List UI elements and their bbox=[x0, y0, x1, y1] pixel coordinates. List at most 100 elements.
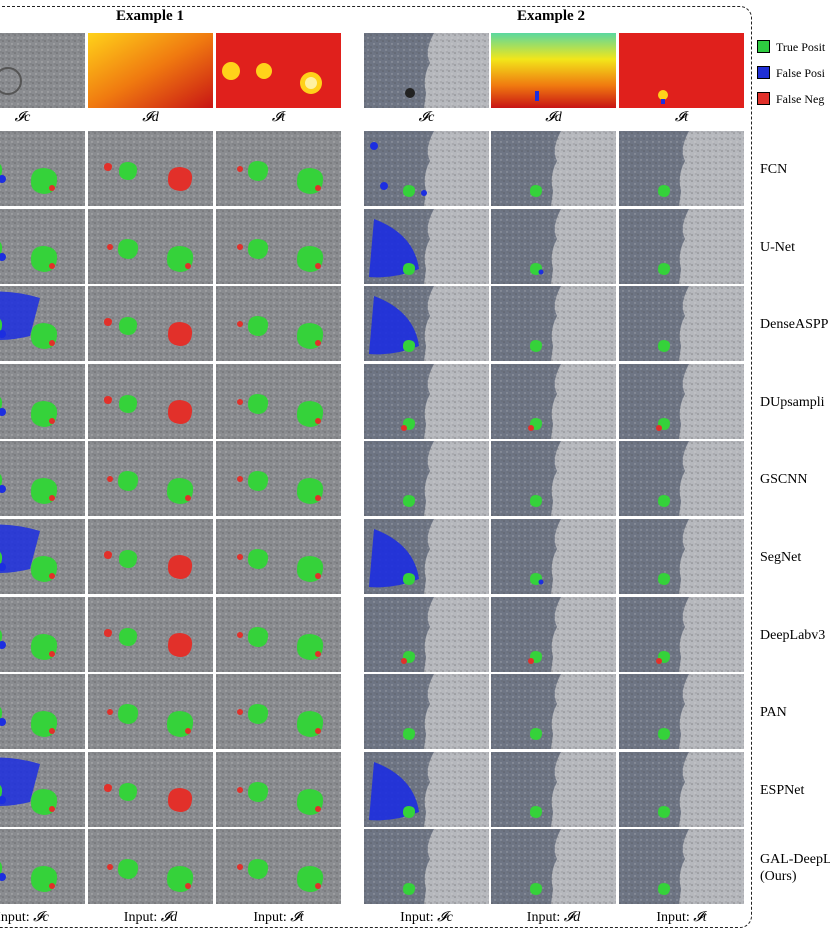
input-image-ex1-0 bbox=[0, 33, 85, 108]
result-image-galdeepl-ex1-0 bbox=[0, 829, 85, 905]
bottom-label-ex2-2: Input: 𝓘t bbox=[619, 910, 744, 926]
result-image-fcn-ex1-1 bbox=[88, 131, 213, 206]
bottom-label-ex1-0: Input: 𝓘c bbox=[0, 910, 85, 926]
result-image-segnet-ex2-1 bbox=[491, 519, 616, 594]
method-label-galdeepl: GAL-DeepL (Ours) bbox=[760, 852, 830, 885]
result-image-deeplabv3-ex1-2 bbox=[216, 596, 341, 672]
legend-false-negative: False Neg bbox=[757, 92, 824, 107]
result-image-galdeepl-ex2-1 bbox=[491, 829, 616, 905]
result-image-denseaspp-ex1-1 bbox=[88, 286, 213, 362]
legend-label-fp: False Posi bbox=[776, 66, 826, 80]
result-image-dupsampli-ex1-0 bbox=[0, 363, 85, 439]
result-image-pan-ex1-2 bbox=[216, 674, 341, 750]
bottom-prefix: Input: bbox=[123, 910, 161, 925]
result-image-galdeepl-ex1-2 bbox=[216, 829, 341, 905]
result-image-gscnn-ex2-1 bbox=[491, 441, 616, 517]
result-image-gscnn-ex1-2 bbox=[216, 441, 341, 517]
method-label-pan: PAN bbox=[760, 705, 787, 721]
result-image-unet-ex2-1 bbox=[491, 208, 616, 284]
result-image-pan-ex1-1 bbox=[88, 674, 213, 750]
legend-label-tp: True Posit bbox=[776, 40, 826, 54]
result-image-espnet-ex1-1 bbox=[88, 751, 213, 827]
method-label-deeplabv3: DeepLabv3 bbox=[760, 627, 826, 643]
result-image-gscnn-ex1-0 bbox=[0, 441, 85, 517]
result-image-deeplabv3-ex1-0 bbox=[0, 596, 85, 672]
result-image-gscnn-ex2-2 bbox=[619, 441, 744, 517]
result-image-dupsampli-ex2-2 bbox=[619, 363, 744, 439]
result-image-pan-ex2-2 bbox=[619, 674, 744, 750]
result-image-espnet-ex1-2 bbox=[216, 751, 341, 827]
bottom-label-ex2-1: Input: 𝓘d bbox=[491, 910, 616, 926]
bottom-prefix: Input: bbox=[526, 910, 564, 925]
result-image-deeplabv3-ex2-0 bbox=[364, 596, 489, 672]
bottom-label-ex1-2: Input: 𝓘t bbox=[216, 910, 341, 926]
method-label-dupsampli: DUpsampli bbox=[760, 394, 825, 410]
input-label-ex2-2: 𝓘t bbox=[674, 110, 689, 125]
input-label-ex1-2: 𝓘t bbox=[271, 110, 286, 125]
result-image-dupsampli-ex1-2 bbox=[216, 363, 341, 439]
input-label-ex2-0: 𝓘c bbox=[418, 110, 435, 125]
input-image-ex2-2 bbox=[619, 33, 744, 108]
result-image-segnet-ex1-1 bbox=[88, 519, 213, 594]
method-label-gscnn: GSCNN bbox=[760, 472, 808, 488]
result-image-gscnn-ex2-0 bbox=[364, 441, 489, 517]
input-image-ex1-1 bbox=[88, 33, 213, 108]
result-image-fcn-ex1-0 bbox=[0, 131, 85, 206]
result-image-galdeepl-ex2-2 bbox=[619, 829, 744, 905]
bottom-label-ex1-1: Input: 𝓘d bbox=[88, 910, 213, 926]
method-label-unet: U-Net bbox=[760, 239, 795, 255]
result-image-deeplabv3-ex2-1 bbox=[491, 596, 616, 672]
legend-false-positive: False Posi bbox=[757, 66, 825, 81]
example-2-title: Example 2 bbox=[517, 8, 585, 24]
result-image-espnet-ex1-0 bbox=[0, 751, 85, 827]
legend-swatch-fn bbox=[757, 92, 770, 105]
result-image-fcn-ex2-1 bbox=[491, 131, 616, 206]
input-label-ex2-1: 𝓘d bbox=[545, 110, 562, 125]
result-image-unet-ex1-1 bbox=[88, 208, 213, 284]
bottom-symbol: 𝓘c bbox=[33, 910, 49, 925]
result-image-unet-ex2-2 bbox=[619, 208, 744, 284]
result-image-segnet-ex2-0 bbox=[364, 519, 489, 594]
result-image-dupsampli-ex2-1 bbox=[491, 363, 616, 439]
result-image-denseaspp-ex2-0 bbox=[364, 286, 489, 362]
method-label-fcn: FCN bbox=[760, 162, 788, 177]
result-image-denseaspp-ex2-1 bbox=[491, 286, 616, 362]
figure-frame bbox=[0, 6, 752, 928]
example-1-title: Example 1 bbox=[116, 8, 184, 24]
legend-true-positive: True Posit bbox=[757, 40, 825, 55]
bottom-symbol: 𝓘d bbox=[563, 910, 581, 925]
result-image-denseaspp-ex1-2 bbox=[216, 286, 341, 362]
result-image-dupsampli-ex1-1 bbox=[88, 363, 213, 439]
bottom-symbol: 𝓘t bbox=[693, 910, 707, 925]
result-image-fcn-ex2-2 bbox=[619, 131, 744, 206]
legend-swatch-fp bbox=[757, 66, 770, 79]
legend-swatch-tp bbox=[757, 40, 770, 53]
result-image-unet-ex1-2 bbox=[216, 208, 341, 284]
result-image-espnet-ex2-2 bbox=[619, 751, 744, 827]
result-image-pan-ex2-0 bbox=[364, 674, 489, 750]
result-image-fcn-ex1-2 bbox=[216, 131, 341, 206]
result-image-galdeepl-ex1-1 bbox=[88, 829, 213, 905]
input-label-ex1-1: 𝓘d bbox=[142, 110, 159, 125]
input-image-ex2-0 bbox=[364, 33, 489, 108]
method-label-espnet: ESPNet bbox=[760, 782, 805, 798]
result-image-segnet-ex1-0 bbox=[0, 519, 85, 594]
result-image-dupsampli-ex2-0 bbox=[364, 363, 489, 439]
result-image-gscnn-ex1-1 bbox=[88, 441, 213, 517]
method-label-segnet: SegNet bbox=[760, 550, 802, 565]
result-image-unet-ex2-0 bbox=[364, 208, 489, 284]
input-label-ex1-0: 𝓘c bbox=[14, 110, 31, 125]
bottom-prefix: Input: bbox=[253, 910, 291, 925]
bottom-prefix: Input: bbox=[0, 910, 30, 925]
result-image-espnet-ex2-0 bbox=[364, 751, 489, 827]
result-image-denseaspp-ex1-0 bbox=[0, 286, 85, 362]
result-image-segnet-ex1-2 bbox=[216, 519, 341, 594]
result-image-pan-ex1-0 bbox=[0, 674, 85, 750]
result-image-espnet-ex2-1 bbox=[491, 751, 616, 827]
result-image-galdeepl-ex2-0 bbox=[364, 829, 489, 905]
bottom-label-ex2-0: Input: 𝓘c bbox=[364, 910, 489, 926]
result-image-deeplabv3-ex2-2 bbox=[619, 596, 744, 672]
bottom-symbol: 𝓘c bbox=[437, 910, 453, 925]
input-image-ex1-2 bbox=[216, 33, 341, 108]
result-image-unet-ex1-0 bbox=[0, 208, 85, 284]
